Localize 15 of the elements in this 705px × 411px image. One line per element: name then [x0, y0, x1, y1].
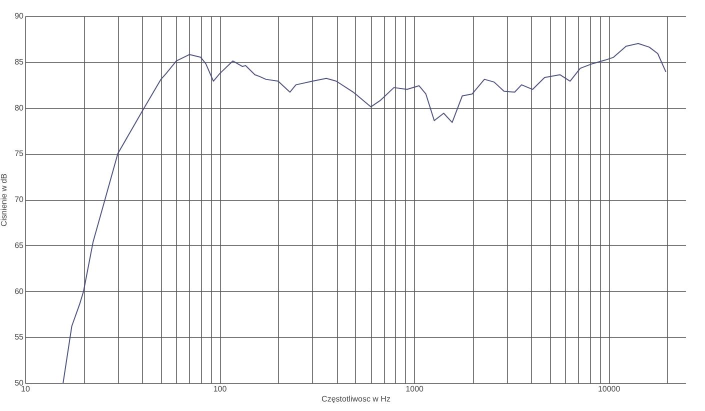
y-tick-label: 85	[14, 57, 24, 66]
y-axis-title: Cisnienie w dB	[0, 174, 9, 226]
x-tick-label: 10	[21, 384, 30, 394]
y-tick-label: 90	[14, 12, 24, 20]
y-tick-label: 55	[14, 332, 24, 342]
y-tick-label: 65	[14, 240, 24, 250]
x-tick-label: 100	[213, 384, 228, 394]
x-tick-label: 1000	[406, 384, 424, 394]
y-tick-label: 60	[14, 286, 24, 296]
y-tick-label: 75	[14, 149, 24, 158]
y-tick-label: 80	[14, 103, 24, 112]
y-tick-label: 70	[14, 195, 24, 204]
y-tick-label: 50	[14, 378, 24, 388]
x-axis-title: Częstotliwosc w Hz	[322, 394, 390, 404]
x-tick-label: 10000	[598, 384, 621, 394]
